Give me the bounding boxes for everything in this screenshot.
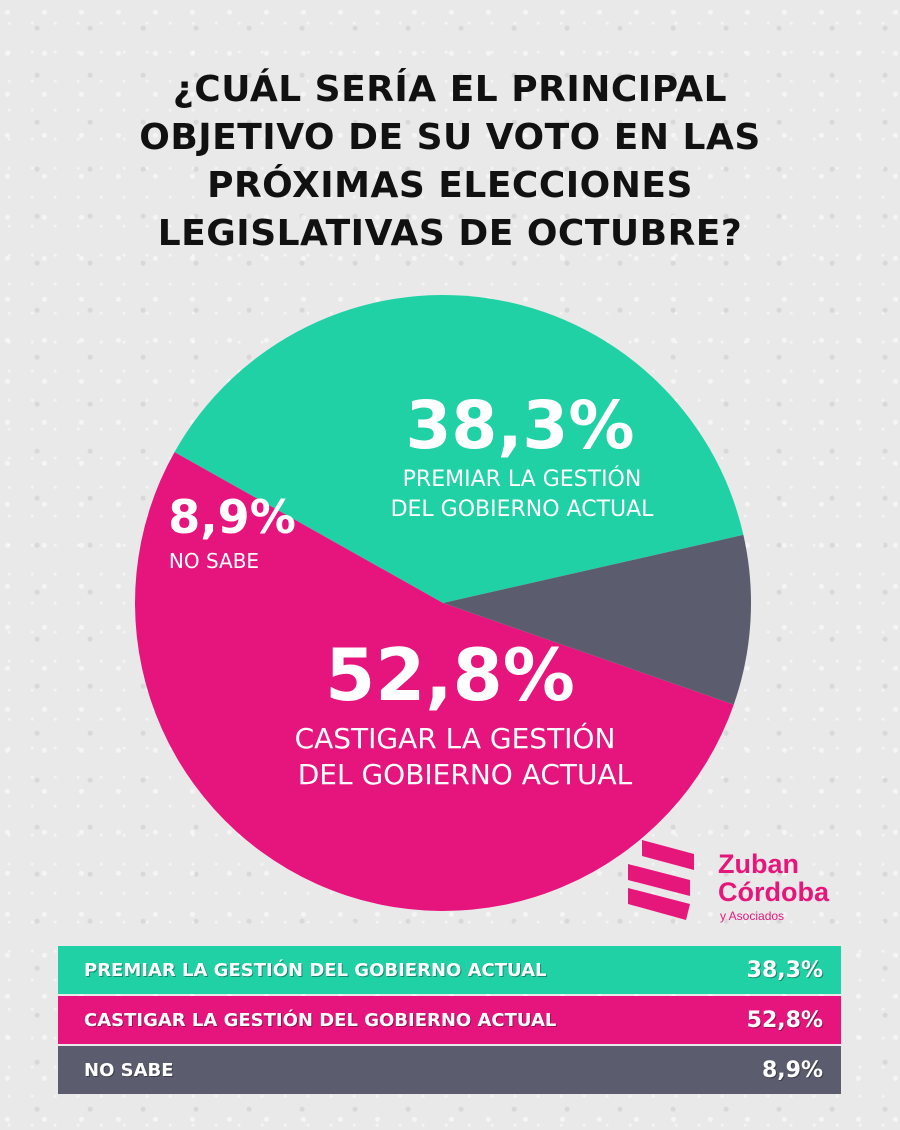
row-label: NO SABE bbox=[84, 1059, 174, 1081]
slice-label-premiar-1: PREMIAR LA GESTIÓN bbox=[403, 466, 642, 492]
chart-title: ¿CUÁL SERÍA EL PRINCIPAL OBJETIVO DE SU … bbox=[0, 66, 900, 258]
title-line: PRÓXIMAS ELECCIONES bbox=[207, 165, 693, 206]
title-line: LEGISLATIVAS DE OCTUBRE? bbox=[157, 213, 743, 254]
results-table: PREMIAR LA GESTIÓN DEL GOBIERNO ACTUAL 3… bbox=[58, 946, 841, 1096]
logo-name-line1: Zuban bbox=[718, 849, 799, 879]
logo-name-line2: Córdoba bbox=[718, 877, 829, 907]
zuban-cordoba-logo-icon bbox=[628, 840, 694, 920]
slice-value-no-sabe: 8,9% bbox=[168, 490, 296, 544]
brand-logo: Zuban Córdoba y Asociados bbox=[628, 840, 829, 930]
title-line: ¿CUÁL SERÍA EL PRINCIPAL bbox=[172, 69, 728, 110]
slice-label-no-sabe: NO SABE bbox=[169, 549, 259, 573]
title-line: OBJETIVO DE SU VOTO EN LAS bbox=[139, 117, 761, 158]
slice-label-premiar-2: DEL GOBIERNO ACTUAL bbox=[391, 497, 655, 522]
table-row-no-sabe: NO SABE 8,9% bbox=[58, 1046, 841, 1094]
slice-value-castigar: 52,8% bbox=[325, 633, 575, 717]
slice-castigar bbox=[135, 452, 734, 912]
row-value: 38,3% bbox=[746, 957, 823, 983]
row-value: 8,9% bbox=[761, 1057, 823, 1083]
slice-label-castigar-2: DEL GOBIERNO ACTUAL bbox=[298, 758, 633, 791]
slice-premiar bbox=[174, 294, 744, 603]
table-row-premiar: PREMIAR LA GESTIÓN DEL GOBIERNO ACTUAL 3… bbox=[58, 946, 841, 994]
slice-value-premiar: 38,3% bbox=[406, 387, 635, 464]
table-row-castigar: CASTIGAR LA GESTIÓN DEL GOBIERNO ACTUAL … bbox=[58, 996, 841, 1044]
row-label: PREMIAR LA GESTIÓN DEL GOBIERNO ACTUAL bbox=[84, 959, 547, 981]
slice-label-castigar-1: CASTIGAR LA GESTIÓN bbox=[295, 721, 616, 755]
row-value: 52,8% bbox=[746, 1007, 823, 1033]
slice-no-sabe bbox=[443, 534, 751, 705]
row-label: CASTIGAR LA GESTIÓN DEL GOBIERNO ACTUAL bbox=[84, 1009, 557, 1031]
logo-subtitle: y Asociados bbox=[720, 909, 785, 923]
